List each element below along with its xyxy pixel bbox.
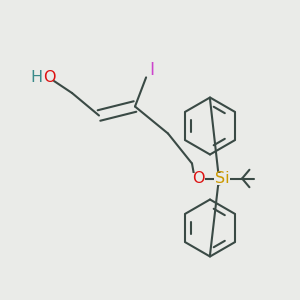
Text: O: O [192, 171, 204, 186]
Bar [214, 173, 230, 185]
Text: H: H [31, 70, 43, 86]
Text: Si: Si [215, 171, 229, 186]
Bar [191, 173, 205, 185]
Text: O: O [43, 70, 56, 86]
Text: I: I [149, 61, 155, 79]
